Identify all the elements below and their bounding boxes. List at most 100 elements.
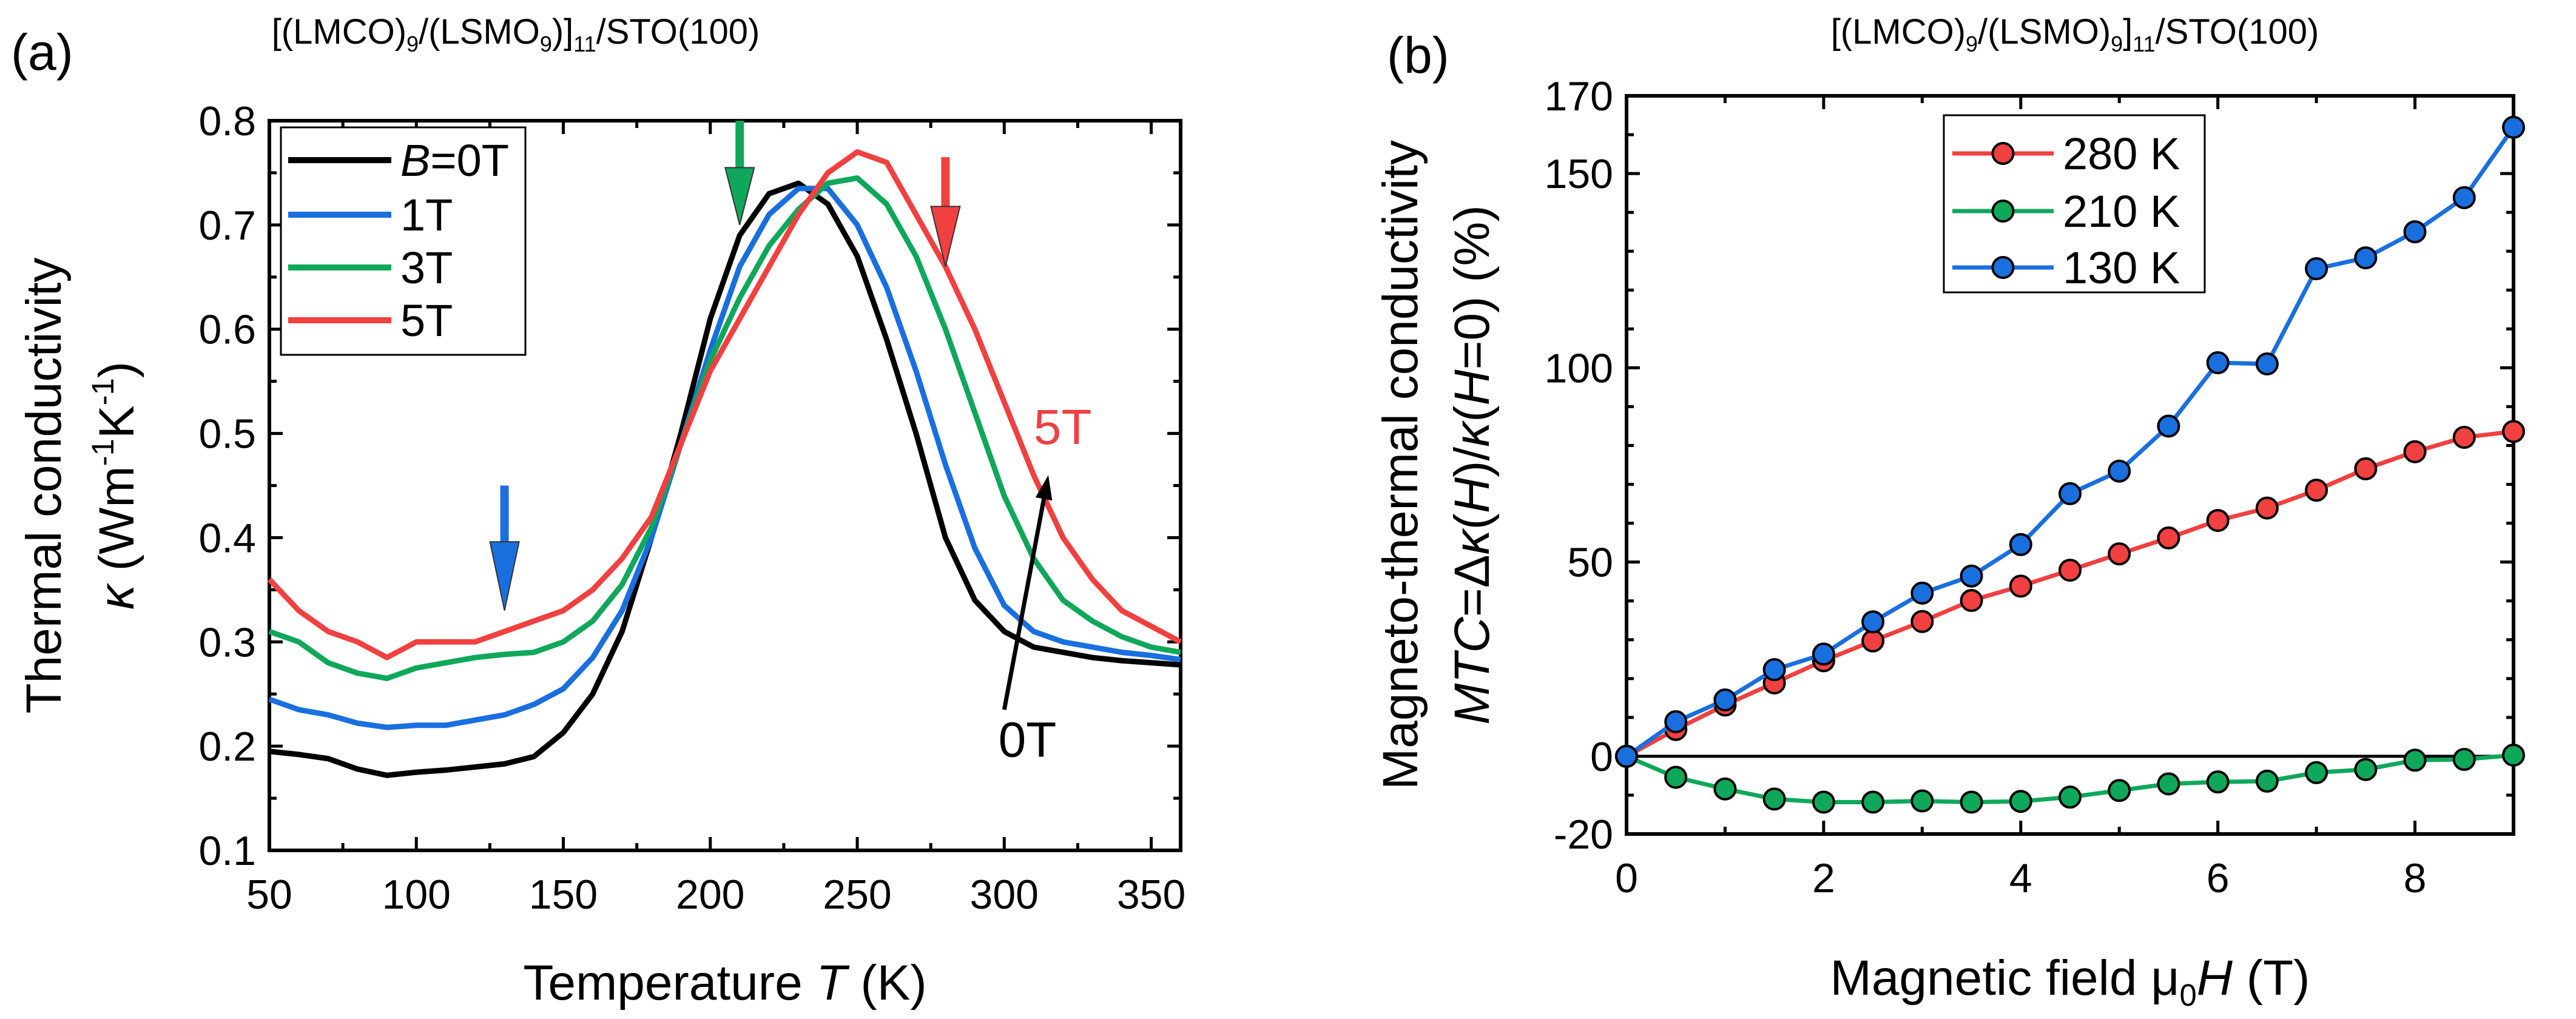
series-line (268, 186, 1181, 730)
y-axis-title: κ (Wm-1K-1) (86, 362, 144, 610)
data-point (2452, 748, 2476, 772)
text-segment: =0) (%) (1445, 205, 1500, 369)
data-point (2206, 351, 2230, 375)
series-line (268, 175, 1181, 681)
legend-item: 210 K (1952, 186, 2180, 237)
text-segment: )] (552, 12, 573, 52)
y-axis-title: MTC=Δκ(H)/κ(H=0) (%) (1445, 205, 1500, 725)
text-segment: T (816, 955, 849, 1011)
text-segment: =0T (430, 135, 509, 186)
text-segment: (K) (847, 955, 927, 1011)
chart-title: [(LMCO)9/(LSMO9)]11/STO(100) (272, 12, 760, 56)
text-segment: (T) (2233, 950, 2310, 1006)
text-segment: 0 (2179, 978, 2196, 1012)
panel-label: (b) (1387, 27, 1449, 84)
panel-label: (a) (11, 24, 73, 81)
data-point (2452, 426, 2476, 449)
data-point (1861, 629, 1885, 653)
legend-box (280, 126, 527, 356)
data-point (2009, 790, 2032, 813)
text-segment: ( (1445, 513, 1500, 530)
data-point (2108, 542, 2131, 566)
data-point (1910, 610, 1934, 633)
data-point (2157, 414, 2180, 438)
text-segment: H (2197, 950, 2233, 1006)
y-tick-label: 0.2 (198, 724, 256, 770)
y-axis-title: Thermal conductivity (16, 258, 72, 714)
legend-item: 3T (288, 243, 453, 293)
series-2 (1615, 115, 2525, 768)
data-point (2058, 559, 2082, 582)
x-tick-label: 8 (2404, 855, 2427, 901)
data-point (2452, 186, 2476, 209)
y-tick-label: 0.6 (198, 307, 256, 353)
text-segment: (Wm (89, 466, 144, 585)
data-point (2157, 772, 2180, 796)
text-segment: 9 (1966, 32, 1978, 56)
data-point (2009, 533, 2032, 556)
text-segment: B (400, 135, 430, 186)
annotation-label: 5T (1034, 400, 1092, 455)
series-line (267, 149, 1182, 661)
text-segment: 1T (400, 190, 453, 240)
data-point (2354, 457, 2378, 480)
data-point (1812, 790, 1835, 814)
arrow-head (489, 541, 520, 611)
text-segment: κ (1445, 527, 1500, 554)
legend-marker (1991, 200, 2015, 223)
y-tick-label: 170 (1545, 73, 1613, 119)
legend: 280 K 210 K 130 K (1943, 114, 2206, 294)
x-tick-label: 200 (676, 872, 744, 918)
text-segment: /(LSMO) (1978, 12, 2111, 52)
panel-a: (a) [(LMCO)9/(LSMO9)]11/STO(100)50 100 150 2… (11, 12, 1185, 1011)
text-segment: 9 (540, 32, 552, 56)
legend-item: B=0T (288, 135, 509, 186)
arrow-shaft (1002, 498, 1047, 710)
data-point (1960, 790, 1983, 814)
y-tick-label: 0.8 (198, 98, 256, 144)
arrow-head (724, 167, 755, 226)
text-segment: ( (1445, 406, 1500, 422)
data-point (1910, 581, 1934, 605)
series-3 (267, 149, 1182, 661)
data-point (1762, 787, 1786, 811)
data-point (1664, 710, 1688, 733)
text-segment: 210 K (2063, 186, 2180, 237)
data-point (2403, 748, 2427, 772)
text-segment: 3T (400, 243, 453, 293)
series-2 (268, 175, 1181, 681)
legend-label: 3T (400, 243, 453, 293)
text-segment: 5T (400, 295, 453, 346)
data-point (2058, 482, 2082, 505)
text-segment: H (1445, 477, 1500, 513)
legend-label: 280 K (2063, 129, 2180, 179)
x-tick-label: 100 (382, 872, 451, 918)
text-segment: /STO(100) (596, 12, 760, 52)
text-segment: Temperature (523, 955, 816, 1011)
x-tick-label: 0 (1615, 855, 1638, 901)
y-tick-label: 0.4 (198, 515, 256, 561)
legend-item: 1T (288, 190, 453, 240)
data-point (1615, 744, 1638, 768)
legend-box (1943, 114, 2206, 294)
legend-item: 5T (288, 295, 453, 346)
data-point (2058, 785, 2082, 809)
text-segment: -1 (86, 378, 120, 405)
panel-b: (b) [(LMCO)9/(LSMO)9]11/STO(100)0 2 4 6 8-200… (1373, 12, 2525, 1012)
data-point (2255, 769, 2279, 793)
text-segment: κ (89, 582, 144, 610)
data-point (1960, 564, 1983, 588)
y-tick-label: 0.5 (198, 411, 256, 457)
series-1 (268, 186, 1181, 730)
x-tick-label: 50 (246, 872, 292, 918)
x-tick-label: 2 (1812, 855, 1835, 901)
text-segment: 11 (2133, 32, 2155, 56)
legend-marker (1991, 256, 2015, 279)
data-point (1861, 610, 1885, 634)
legend-label: 130 K (2063, 243, 2180, 293)
y-tick-label: 100 (1545, 345, 1613, 391)
data-point (2009, 574, 2032, 598)
data-point (1812, 642, 1835, 666)
text-segment: 280 K (2063, 129, 2180, 179)
data-point (2403, 220, 2427, 244)
